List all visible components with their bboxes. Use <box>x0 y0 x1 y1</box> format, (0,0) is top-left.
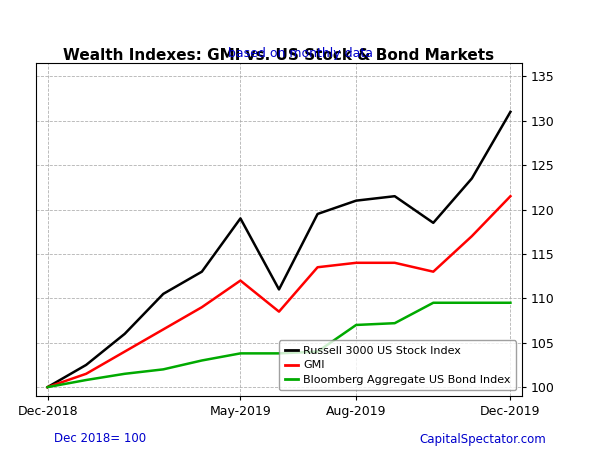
Title: Wealth Indexes: GMI vs. US Stock & Bond Markets: Wealth Indexes: GMI vs. US Stock & Bond … <box>64 48 494 63</box>
Text: based on monthly data: based on monthly data <box>227 47 373 60</box>
Text: CapitalSpectator.com: CapitalSpectator.com <box>419 432 546 446</box>
Legend: Russell 3000 US Stock Index, GMI, Bloomberg Aggregate US Bond Index: Russell 3000 US Stock Index, GMI, Bloomb… <box>279 341 517 391</box>
Text: Dec 2018= 100: Dec 2018= 100 <box>54 432 146 446</box>
